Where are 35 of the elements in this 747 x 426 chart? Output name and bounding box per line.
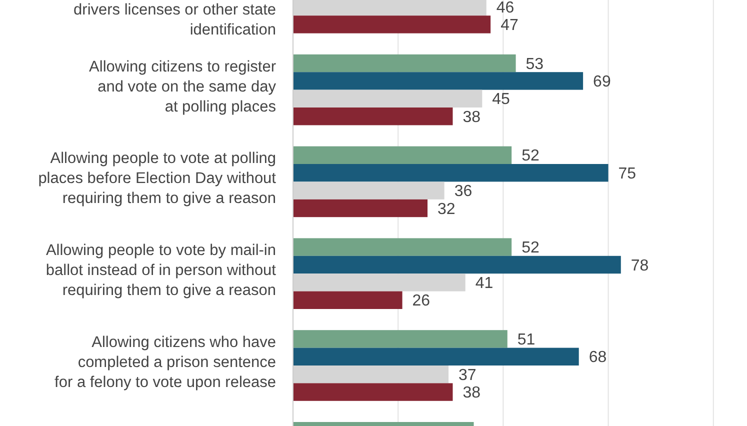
y-tick-label: Allowing citizens who have completed a prison sentence for a felony to vote upon release bbox=[54, 334, 276, 391]
bar bbox=[293, 291, 402, 309]
data-label: 36 bbox=[454, 183, 472, 200]
y-tick-label: Allowing citizens to register and vote on the same day at polling places bbox=[89, 58, 276, 116]
bar bbox=[293, 54, 516, 72]
data-label: 47 bbox=[500, 16, 518, 34]
data-label: 37 bbox=[458, 366, 476, 384]
data-label: 26 bbox=[412, 292, 430, 310]
data-label: 75 bbox=[618, 165, 636, 182]
bar bbox=[293, 256, 621, 274]
bar bbox=[293, 72, 584, 90]
data-label: 38 bbox=[462, 108, 481, 126]
data-label: 32 bbox=[438, 200, 456, 218]
data-label: 51 bbox=[517, 331, 536, 348]
y-tick-label: Allowing people to vote by mail-in ballot instead of in person without requiring them to give a reason bbox=[46, 242, 277, 300]
data-label: 78 bbox=[630, 257, 649, 274]
bar bbox=[293, 238, 512, 256]
data-label: 53 bbox=[526, 56, 544, 73]
data-label: 68 bbox=[588, 349, 607, 366]
y-tick-label: Allowing people to vote at polling places before Election Day without requiring them to give a reason bbox=[38, 150, 277, 208]
data-label: 38 bbox=[462, 384, 481, 402]
data-label: 52 bbox=[522, 148, 540, 165]
bar bbox=[293, 383, 453, 401]
bar bbox=[293, 108, 453, 126]
data-label: 41 bbox=[475, 274, 494, 292]
data-label: 46 bbox=[496, 0, 514, 16]
data-label: 52 bbox=[522, 240, 540, 257]
bar bbox=[293, 164, 608, 182]
bar bbox=[293, 146, 512, 164]
bar bbox=[293, 330, 508, 348]
data-label: 45 bbox=[492, 91, 510, 108]
y-tick-label: drivers licenses or other state identification bbox=[74, 2, 276, 38]
bar bbox=[293, 199, 428, 218]
data-label: 69 bbox=[593, 73, 611, 90]
bar bbox=[293, 348, 579, 366]
